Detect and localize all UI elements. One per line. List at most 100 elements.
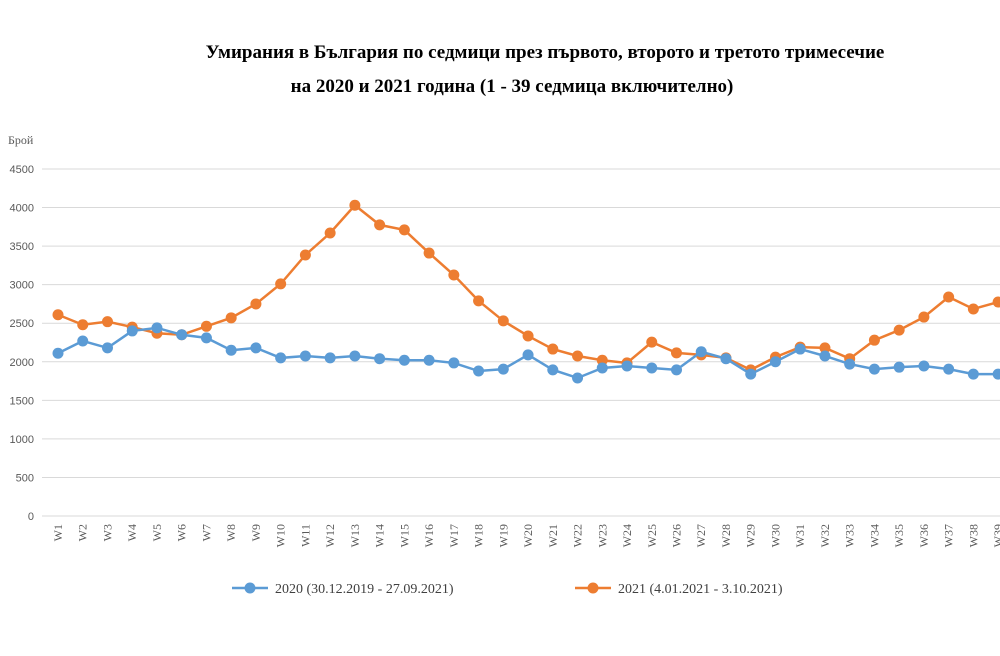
data-point xyxy=(596,354,608,366)
x-tick-label: W12 xyxy=(323,524,337,547)
legend-label: 2021 (4.01.2021 - 3.10.2021) xyxy=(618,582,783,597)
data-point xyxy=(349,350,361,362)
data-point xyxy=(423,247,435,259)
x-tick-label: W14 xyxy=(373,524,387,547)
data-point xyxy=(572,350,584,362)
y-tick-label: 3000 xyxy=(10,280,34,292)
y-tick-label: 500 xyxy=(16,472,34,484)
data-point xyxy=(522,349,534,361)
x-tick-label: W29 xyxy=(744,524,758,547)
data-point xyxy=(497,315,509,327)
data-point xyxy=(250,298,262,310)
data-point xyxy=(671,347,682,359)
data-point xyxy=(77,319,89,331)
x-tick-label: W26 xyxy=(670,524,684,547)
y-tick-label: 4000 xyxy=(10,203,34,215)
data-point xyxy=(250,342,262,354)
data-point xyxy=(225,312,237,324)
x-tick-label: W25 xyxy=(645,524,659,547)
data-point xyxy=(77,335,89,347)
data-point xyxy=(497,363,509,375)
x-tick-label: W10 xyxy=(274,524,288,547)
data-point xyxy=(918,311,930,323)
x-tick-label: W8 xyxy=(224,524,238,541)
x-tick-label: W27 xyxy=(694,524,708,547)
data-point xyxy=(769,356,781,368)
x-tick-label: W20 xyxy=(521,524,535,547)
legend-marker xyxy=(244,582,256,594)
x-tick-label: W17 xyxy=(447,524,461,547)
data-point xyxy=(547,343,559,355)
data-point xyxy=(893,361,905,373)
data-point xyxy=(819,350,831,362)
data-point xyxy=(547,364,559,376)
x-tick-label: W16 xyxy=(422,524,436,547)
y-tick-label: 1500 xyxy=(10,395,34,407)
x-tick-label: W34 xyxy=(867,524,881,547)
data-point xyxy=(473,365,485,377)
data-point xyxy=(423,354,435,366)
x-tick-label: W3 xyxy=(100,524,114,541)
x-tick-label: W15 xyxy=(397,524,411,547)
data-point xyxy=(992,296,1000,308)
x-tick-label: W23 xyxy=(595,524,609,547)
data-point xyxy=(398,354,410,366)
data-point xyxy=(893,324,905,336)
data-point xyxy=(52,347,64,359)
x-tick-label: W31 xyxy=(793,524,807,547)
data-point xyxy=(992,368,1000,380)
x-tick-label: W2 xyxy=(76,524,90,541)
data-point xyxy=(200,320,212,332)
x-tick-label: W13 xyxy=(348,524,362,547)
x-tick-label: W11 xyxy=(298,524,312,547)
x-tick-label: W21 xyxy=(546,524,560,547)
x-tick-label: W4 xyxy=(125,524,139,541)
x-tick-label: W39 xyxy=(991,524,1000,547)
y-tick-label: 4500 xyxy=(10,164,34,176)
data-point xyxy=(646,362,658,374)
x-tick-label: W36 xyxy=(917,524,931,547)
data-point xyxy=(374,353,386,365)
chart-title: на 2020 и 2021 година (1 - 39 седмица вк… xyxy=(291,76,734,97)
data-point xyxy=(225,344,237,356)
data-point xyxy=(522,330,534,342)
data-point xyxy=(868,334,880,346)
x-tick-label: W24 xyxy=(620,524,634,547)
data-point xyxy=(967,303,979,315)
data-point xyxy=(868,363,880,375)
x-tick-label: W19 xyxy=(496,524,510,547)
data-point xyxy=(299,350,311,362)
x-tick-label: W9 xyxy=(249,524,263,541)
x-tick-label: W33 xyxy=(843,524,857,547)
data-point xyxy=(596,362,608,374)
data-point xyxy=(101,316,113,328)
data-point xyxy=(349,199,361,211)
x-tick-label: W35 xyxy=(892,524,906,547)
data-point xyxy=(448,357,460,369)
data-point xyxy=(918,360,930,372)
x-tick-label: W5 xyxy=(150,524,164,541)
data-point xyxy=(398,224,410,236)
data-point xyxy=(324,227,336,239)
data-point xyxy=(299,249,311,261)
data-point xyxy=(324,352,336,364)
y-tick-label: 1000 xyxy=(10,434,34,446)
data-point xyxy=(275,352,287,364)
data-point xyxy=(794,343,806,355)
data-point xyxy=(200,332,212,344)
data-point xyxy=(844,358,856,370)
data-point xyxy=(151,322,163,334)
x-tick-label: W32 xyxy=(818,524,832,547)
x-tick-label: W38 xyxy=(966,524,980,547)
y-tick-label: 3500 xyxy=(10,241,34,253)
data-point xyxy=(473,295,485,307)
data-point xyxy=(621,360,633,372)
y-axis-label: Брой xyxy=(8,133,34,147)
data-point xyxy=(572,372,584,384)
y-tick-label: 2500 xyxy=(10,318,34,330)
data-point xyxy=(275,278,287,290)
x-tick-label: W30 xyxy=(768,524,782,547)
data-point xyxy=(943,363,955,375)
data-point xyxy=(695,346,707,358)
